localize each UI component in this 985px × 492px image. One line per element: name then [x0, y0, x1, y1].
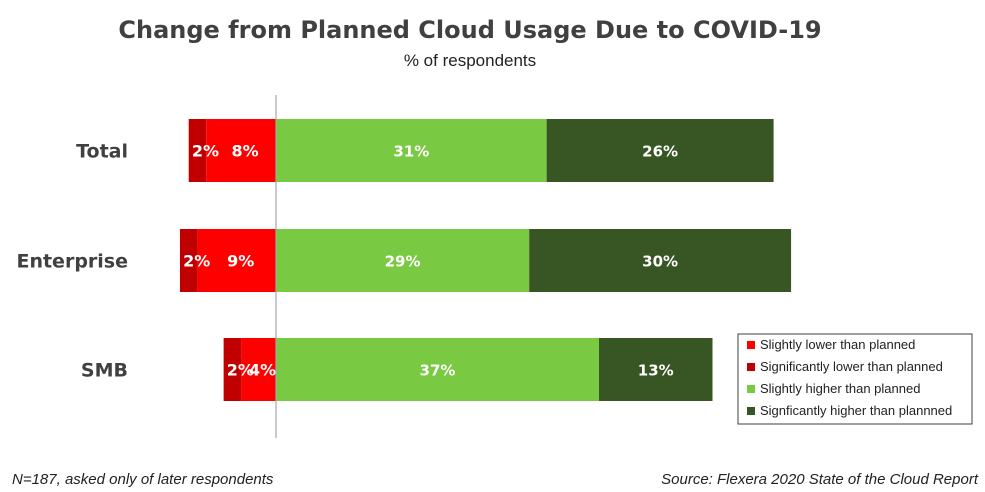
data-label-significantly-lower-smb: 2%: [227, 361, 254, 380]
data-label-slightly-higher-enterprise: 29%: [385, 253, 421, 271]
legend: Slightly lower than planned Significantly…: [737, 333, 973, 425]
data-label-significantly-lower-enterprise: 2%: [183, 252, 210, 271]
legend-swatch-significantly-lower-than-planned: [747, 363, 755, 371]
data-label-slightly-lower-enterprise: 9%: [227, 252, 254, 271]
data-label-significantly-higher-enterprise: 30%: [642, 253, 678, 271]
legend-swatch-signficantly-higher-than-plannned: [747, 407, 755, 415]
legend-label-significantly-lower-than-planned: Significantly lower than planned: [760, 359, 943, 374]
legend-label-slightly-higher-than-planned: Slightly higher than planned: [760, 381, 920, 396]
chart-title: Change from Planned Cloud Usage Due to C…: [118, 16, 821, 44]
bar-significantly-higher-smb: [599, 338, 713, 401]
legend-box: [737, 333, 973, 425]
legend-label-slightly-lower-than-planned: Slightly lower than planned: [760, 337, 915, 352]
legend-swatch-slightly-lower-than-planned: [747, 341, 755, 349]
data-label-significantly-higher-smb: 13%: [638, 362, 674, 380]
bar-slightly-lower-enterprise: [197, 229, 276, 292]
category-label-smb: SMB: [81, 360, 128, 382]
category-label-enterprise: Enterprise: [16, 251, 128, 273]
legend-swatch-slightly-higher-than-planned: [747, 385, 755, 393]
bar-slightly-higher-enterprise: [276, 229, 530, 292]
bars-group: Total 8% 2% 31% 26% Enterprise 9% 2% 29% 30% SMB 4%…: [16, 119, 792, 401]
bar-significantly-lower-total: [188, 119, 207, 182]
bar-slightly-lower-total: [206, 119, 276, 182]
bar-slightly-lower-smb: [241, 338, 276, 401]
data-label-significantly-higher-total: 26%: [642, 143, 678, 161]
bar-significantly-lower-enterprise: [179, 229, 198, 292]
legend-label-signficantly-higher-than-plannned: Signficantly higher than plannned: [760, 403, 952, 418]
bar-significantly-higher-enterprise: [529, 229, 792, 292]
category-label-total: Total: [76, 141, 128, 163]
chart-subtitle: % of respondents: [404, 51, 536, 70]
footnote: N=187, asked only of later respondents: [12, 471, 274, 488]
data-label-significantly-lower-total: 2%: [192, 142, 219, 161]
data-label-slightly-lower-smb: 4%: [249, 361, 276, 380]
data-label-slightly-lower-total: 8%: [231, 142, 258, 161]
bar-significantly-lower-smb: [223, 338, 242, 401]
source-note: Source: Flexera 2020 State of the Cloud …: [661, 471, 979, 488]
data-label-slightly-higher-smb: 37%: [420, 362, 456, 380]
data-label-slightly-higher-total: 31%: [393, 143, 429, 161]
bar-slightly-higher-smb: [276, 338, 600, 401]
bar-significantly-higher-total: [546, 119, 774, 182]
bar-slightly-higher-total: [276, 119, 547, 182]
